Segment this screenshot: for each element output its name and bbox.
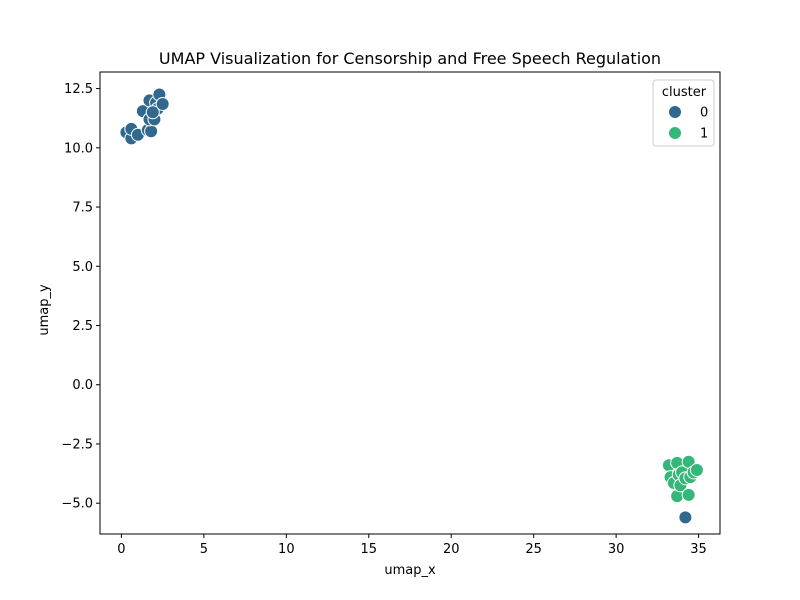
y-tick-label: 7.5 bbox=[72, 201, 93, 216]
legend-box bbox=[652, 79, 715, 147]
x-axis-ticks: 0 5 10 15 20 25 30 35 bbox=[117, 534, 707, 557]
legend-title: cluster bbox=[662, 85, 707, 100]
x-tick-label: 5 bbox=[200, 542, 208, 557]
points-layer bbox=[119, 87, 704, 525]
y-tick-label: −2.5 bbox=[61, 437, 93, 452]
y-tick-label: 0.0 bbox=[72, 378, 93, 393]
x-tick-label: 30 bbox=[608, 542, 625, 557]
legend-label-1: 1 bbox=[700, 127, 708, 142]
legend-entries: 01 bbox=[668, 105, 708, 142]
x-axis-label: umap_x bbox=[384, 563, 436, 578]
y-axis-label: umap_y bbox=[37, 284, 52, 336]
cluster-1-point-10 bbox=[681, 487, 696, 502]
cluster-0-point-14 bbox=[145, 105, 160, 120]
x-tick-label: 0 bbox=[117, 542, 125, 557]
legend-marker-1 bbox=[668, 126, 682, 140]
y-axis-ticks: −5.0 −2.5 0.0 2.5 5.0 7.5 10.0 12.5 bbox=[61, 82, 100, 512]
legend: cluster 01 bbox=[652, 79, 715, 147]
x-tick-label: 10 bbox=[278, 542, 295, 557]
x-tick-label: 20 bbox=[443, 542, 460, 557]
y-tick-label: −5.0 bbox=[61, 497, 93, 512]
cluster-1-point-13 bbox=[689, 463, 704, 478]
y-tick-label: 2.5 bbox=[72, 319, 93, 334]
x-tick-label: 15 bbox=[361, 542, 378, 557]
cluster-0-point-13 bbox=[155, 96, 170, 111]
y-tick-label: 12.5 bbox=[64, 82, 93, 97]
chart-title: UMAP Visualization for Censorship and Fr… bbox=[159, 49, 661, 68]
legend-label-0: 0 bbox=[700, 106, 708, 121]
y-tick-label: 10.0 bbox=[64, 141, 93, 156]
y-tick-label: 5.0 bbox=[72, 260, 93, 275]
cluster-0-point-7 bbox=[144, 124, 159, 139]
plot-frame bbox=[99, 71, 721, 535]
legend-marker-0 bbox=[668, 105, 682, 119]
x-tick-label: 25 bbox=[525, 542, 542, 557]
cluster-0-point-15 bbox=[678, 510, 693, 525]
x-tick-label: 35 bbox=[690, 542, 707, 557]
